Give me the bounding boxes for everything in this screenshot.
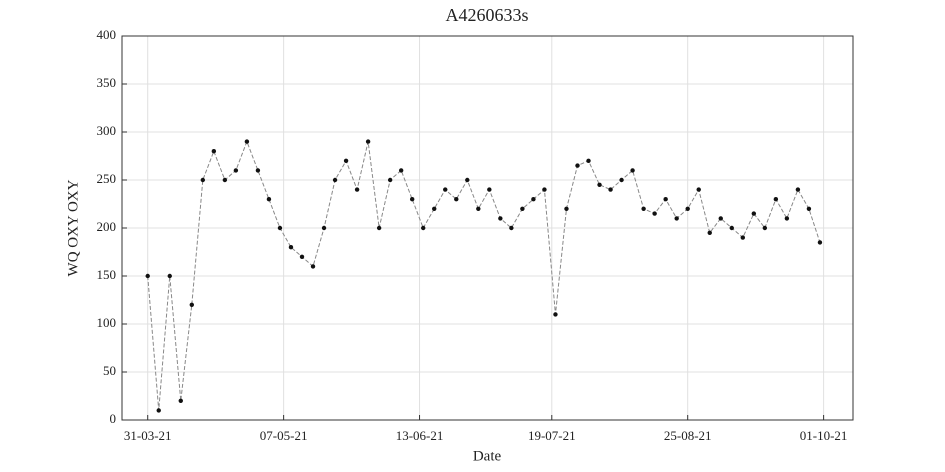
data-point xyxy=(487,187,492,192)
data-point xyxy=(145,273,150,279)
data-point xyxy=(200,177,206,183)
data-point xyxy=(167,273,172,279)
data-point xyxy=(784,216,790,221)
data-point xyxy=(376,225,382,231)
y-tick-label: 0 xyxy=(110,411,117,426)
x-tick-label: 07-05-21 xyxy=(260,428,308,443)
data-point xyxy=(266,197,272,202)
data-point xyxy=(564,206,569,211)
data-point xyxy=(365,139,371,144)
data-point xyxy=(663,197,668,202)
chart-title: A4260633s xyxy=(445,5,528,25)
data-point xyxy=(553,312,558,317)
data-point xyxy=(421,225,426,231)
data-point xyxy=(806,206,812,211)
data-point xyxy=(520,206,525,211)
y-axis-label: WQ OXY OXY xyxy=(65,179,81,276)
data-point xyxy=(586,158,591,163)
data-point xyxy=(299,254,305,259)
data-point xyxy=(178,398,183,403)
data-point xyxy=(795,187,801,192)
y-tick-label: 150 xyxy=(97,267,117,282)
data-point xyxy=(233,168,239,173)
data-point xyxy=(244,139,250,144)
data-point xyxy=(222,177,228,183)
data-point xyxy=(465,177,470,183)
data-point xyxy=(751,211,757,216)
x-tick-label: 01-10-21 xyxy=(800,428,848,443)
data-point xyxy=(817,240,823,245)
data-point xyxy=(630,168,635,173)
data-point xyxy=(288,245,294,250)
x-axis-label: Date xyxy=(473,448,502,464)
data-point xyxy=(255,168,261,173)
data-point xyxy=(387,177,393,183)
y-tick-label: 200 xyxy=(97,219,117,234)
data-point xyxy=(740,235,745,240)
data-point xyxy=(674,216,679,221)
y-tick-label: 350 xyxy=(97,75,117,90)
data-point xyxy=(619,177,624,183)
y-tick-label: 400 xyxy=(97,27,117,42)
data-point xyxy=(310,264,316,269)
data-point xyxy=(476,206,481,211)
data-line xyxy=(147,140,821,411)
data-point xyxy=(509,225,514,231)
data-point xyxy=(156,408,161,413)
data-point xyxy=(398,168,404,173)
data-point xyxy=(707,230,712,235)
data-point xyxy=(277,225,283,231)
data-point xyxy=(211,149,217,154)
data-point xyxy=(696,187,701,192)
plot-frame xyxy=(121,35,854,421)
y-tick-label: 100 xyxy=(97,315,117,330)
data-point xyxy=(354,187,360,192)
data-point xyxy=(597,182,602,187)
x-tick-label: 31-03-21 xyxy=(124,428,172,443)
x-tick-label: 19-07-21 xyxy=(528,428,576,443)
data-point xyxy=(454,197,459,202)
data-point xyxy=(641,206,646,211)
data-point xyxy=(432,206,437,211)
data-point xyxy=(409,197,415,202)
data-point xyxy=(729,225,734,231)
data-point xyxy=(531,197,536,202)
data-point xyxy=(189,302,194,307)
data-point xyxy=(343,158,349,163)
data-point xyxy=(685,206,690,211)
y-tick-label: 50 xyxy=(103,363,116,378)
data-point xyxy=(321,225,327,231)
data-point xyxy=(542,187,547,192)
data-point xyxy=(762,225,768,231)
data-point xyxy=(575,163,580,168)
data-point xyxy=(332,177,338,183)
data-point xyxy=(652,211,657,216)
y-tick-label: 300 xyxy=(97,123,117,138)
data-point xyxy=(498,216,503,221)
x-tick-label: 13-06-21 xyxy=(396,428,444,443)
y-tick-label: 250 xyxy=(97,171,117,186)
data-point xyxy=(608,187,613,192)
x-tick-label: 25-08-21 xyxy=(664,428,712,443)
data-point xyxy=(443,187,448,192)
data-point xyxy=(773,197,779,202)
data-point xyxy=(718,216,723,221)
